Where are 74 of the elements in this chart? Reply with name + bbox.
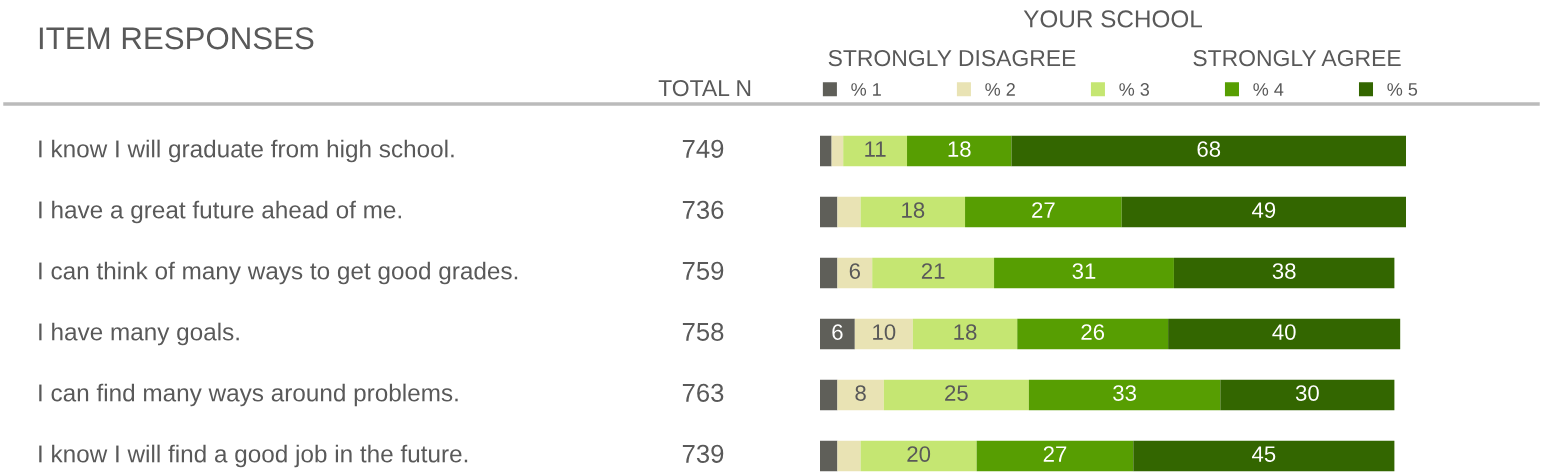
bar [1168, 318, 1401, 350]
bar [860, 196, 966, 228]
bar [994, 257, 1174, 289]
bar [820, 318, 855, 350]
bar [1173, 257, 1395, 289]
data-label: 26 [1081, 324, 1105, 340]
data-label: 8 [855, 385, 866, 401]
data-label: 68 [1197, 141, 1221, 157]
text: 749 [682, 139, 724, 158]
data-label: 40 [1272, 324, 1296, 340]
data-label: 27 [1032, 202, 1055, 218]
bar [965, 196, 1122, 228]
bar [912, 318, 1018, 350]
y-tick-label: I have many goals. [39, 322, 239, 346]
data-label: 31 [1072, 263, 1096, 279]
y-tick-label: I can find many ways around problems. [39, 383, 458, 407]
text: STRONGLY DISAGREE [828, 49, 1076, 67]
bar [820, 440, 838, 472]
bar [831, 135, 844, 167]
bar [820, 379, 838, 411]
bar [907, 135, 1012, 167]
y-tick-label: I have a great future ahead of me. [39, 200, 401, 224]
bar [837, 257, 873, 289]
data-label: 11 [865, 141, 886, 157]
bar [837, 196, 861, 228]
data-label: 33 [1113, 385, 1136, 401]
bar [1220, 379, 1395, 411]
data-label: 25 [945, 385, 968, 401]
bar [1133, 440, 1395, 472]
bar [1017, 318, 1169, 350]
text: STRONGLY AGREE [1193, 49, 1401, 67]
legend-label: % 2 [985, 83, 1015, 96]
data-label: 18 [948, 141, 971, 157]
text: 758 [682, 322, 724, 341]
bar [820, 135, 832, 167]
text: YOUR SCHOOL [1023, 10, 1202, 28]
bar [820, 257, 838, 289]
y-tick-label: I know I will graduate from high school. [39, 139, 454, 163]
data-label: 45 [1252, 446, 1276, 462]
bar [883, 379, 1029, 411]
text: 763 [682, 383, 724, 402]
data-label: 30 [1295, 385, 1319, 401]
text: 736 [682, 200, 724, 219]
bar [976, 440, 1134, 472]
bar [860, 440, 977, 472]
text: TOTAL N [658, 79, 751, 97]
text: ITEM RESPONSES [39, 27, 314, 50]
data-label: 20 [907, 446, 931, 462]
bar [1011, 135, 1406, 167]
data-label: 18 [902, 202, 925, 218]
data-label: 38 [1272, 263, 1296, 279]
data-label: 6 [832, 324, 843, 340]
legend-label: % 5 [1387, 83, 1418, 96]
data-label: 49 [1252, 202, 1276, 218]
bar [843, 135, 908, 167]
data-label: 6 [849, 263, 861, 279]
y-tick-label: I can think of many ways to get good grades. [39, 261, 518, 285]
bar [1028, 379, 1221, 411]
text: 739 [682, 444, 724, 463]
bar [1121, 196, 1406, 228]
data-label: 10 [873, 324, 896, 340]
y-tick-label: I know I will find a good job in the future. [39, 444, 468, 468]
legend-label: % 3 [1119, 83, 1150, 96]
bar [820, 196, 838, 228]
bar [872, 257, 995, 289]
data-label: 21 [921, 263, 945, 279]
legend-label: % 4 [1253, 83, 1284, 96]
bar [854, 318, 913, 350]
legend-label: % 1 [851, 83, 881, 96]
text: 759 [682, 261, 724, 280]
bar [837, 440, 861, 472]
data-label: 27 [1043, 446, 1067, 462]
bar [837, 379, 884, 411]
data-label: 18 [954, 324, 977, 340]
